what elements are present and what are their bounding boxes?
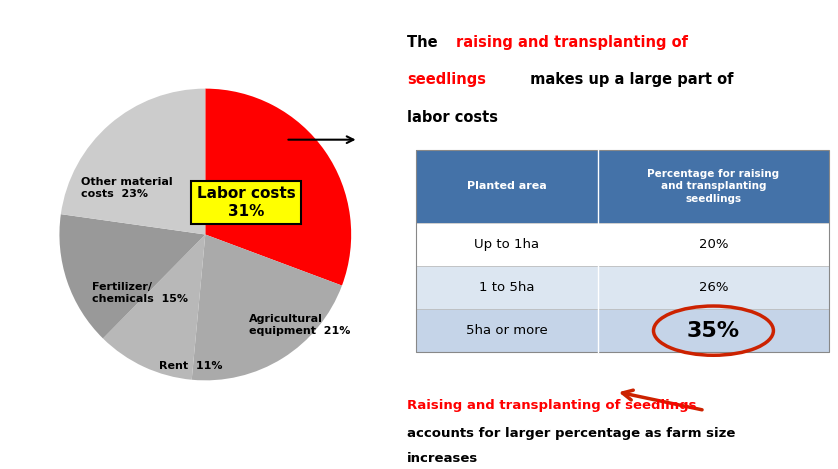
- Text: Fertilizer/
chemicals  15%: Fertilizer/ chemicals 15%: [91, 282, 188, 303]
- Bar: [416, 309, 829, 352]
- Text: Planted area: Planted area: [467, 182, 547, 191]
- Text: Rent  11%: Rent 11%: [159, 361, 222, 371]
- Bar: [416, 266, 829, 309]
- Bar: [416, 150, 829, 352]
- Bar: [416, 223, 829, 266]
- Text: 5ha or more: 5ha or more: [466, 324, 548, 337]
- Text: labor costs: labor costs: [407, 110, 498, 125]
- Text: 26%: 26%: [699, 281, 728, 294]
- Wedge shape: [59, 214, 205, 339]
- Text: 20%: 20%: [699, 238, 728, 251]
- Text: Agricultural
equipment  21%: Agricultural equipment 21%: [249, 314, 350, 336]
- Bar: [416, 150, 829, 223]
- Text: increases: increases: [407, 452, 478, 465]
- Wedge shape: [103, 234, 205, 380]
- Text: 1 to 5ha: 1 to 5ha: [479, 281, 535, 294]
- Text: Up to 1ha: Up to 1ha: [474, 238, 540, 251]
- Wedge shape: [205, 89, 351, 286]
- Text: 35%: 35%: [687, 321, 740, 340]
- Text: Raising and transplanting of seedlings: Raising and transplanting of seedlings: [407, 399, 696, 412]
- Text: makes up a large part of: makes up a large part of: [525, 72, 733, 87]
- Text: accounts for larger percentage as farm size: accounts for larger percentage as farm s…: [407, 427, 736, 440]
- Text: Other material
costs  23%: Other material costs 23%: [81, 177, 173, 198]
- Text: raising and transplanting of: raising and transplanting of: [456, 35, 688, 50]
- Wedge shape: [61, 89, 205, 234]
- Text: Labor costs
31%: Labor costs 31%: [197, 186, 296, 219]
- Text: Percentage for raising
and transplanting
seedlings: Percentage for raising and transplanting…: [648, 169, 779, 204]
- Text: seedlings: seedlings: [407, 72, 486, 87]
- Wedge shape: [192, 234, 342, 380]
- Text: The: The: [407, 35, 443, 50]
